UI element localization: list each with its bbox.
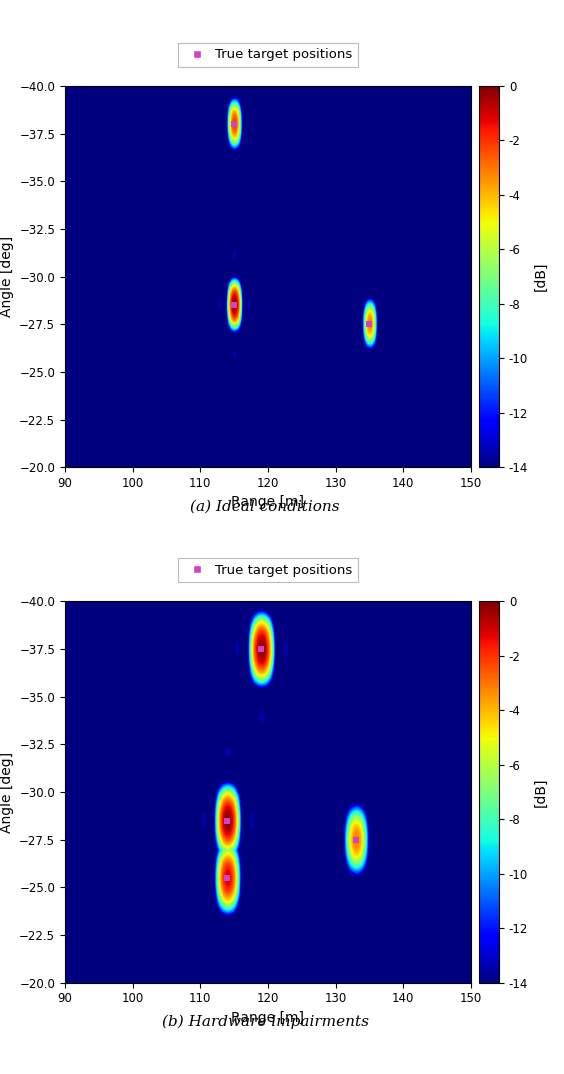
Text: (a) Ideal conditions: (a) Ideal conditions: [190, 499, 340, 513]
Y-axis label: Angle [deg]: Angle [deg]: [0, 752, 14, 832]
Legend: True target positions: True target positions: [178, 43, 358, 67]
Text: (b) Hardware impairments: (b) Hardware impairments: [161, 1015, 369, 1029]
X-axis label: Range [m]: Range [m]: [231, 1011, 305, 1025]
X-axis label: Range [m]: Range [m]: [231, 495, 305, 509]
Legend: True target positions: True target positions: [178, 558, 358, 582]
Y-axis label: Angle [deg]: Angle [deg]: [0, 236, 14, 317]
Y-axis label: [dB]: [dB]: [534, 778, 548, 807]
Y-axis label: [dB]: [dB]: [534, 262, 548, 291]
